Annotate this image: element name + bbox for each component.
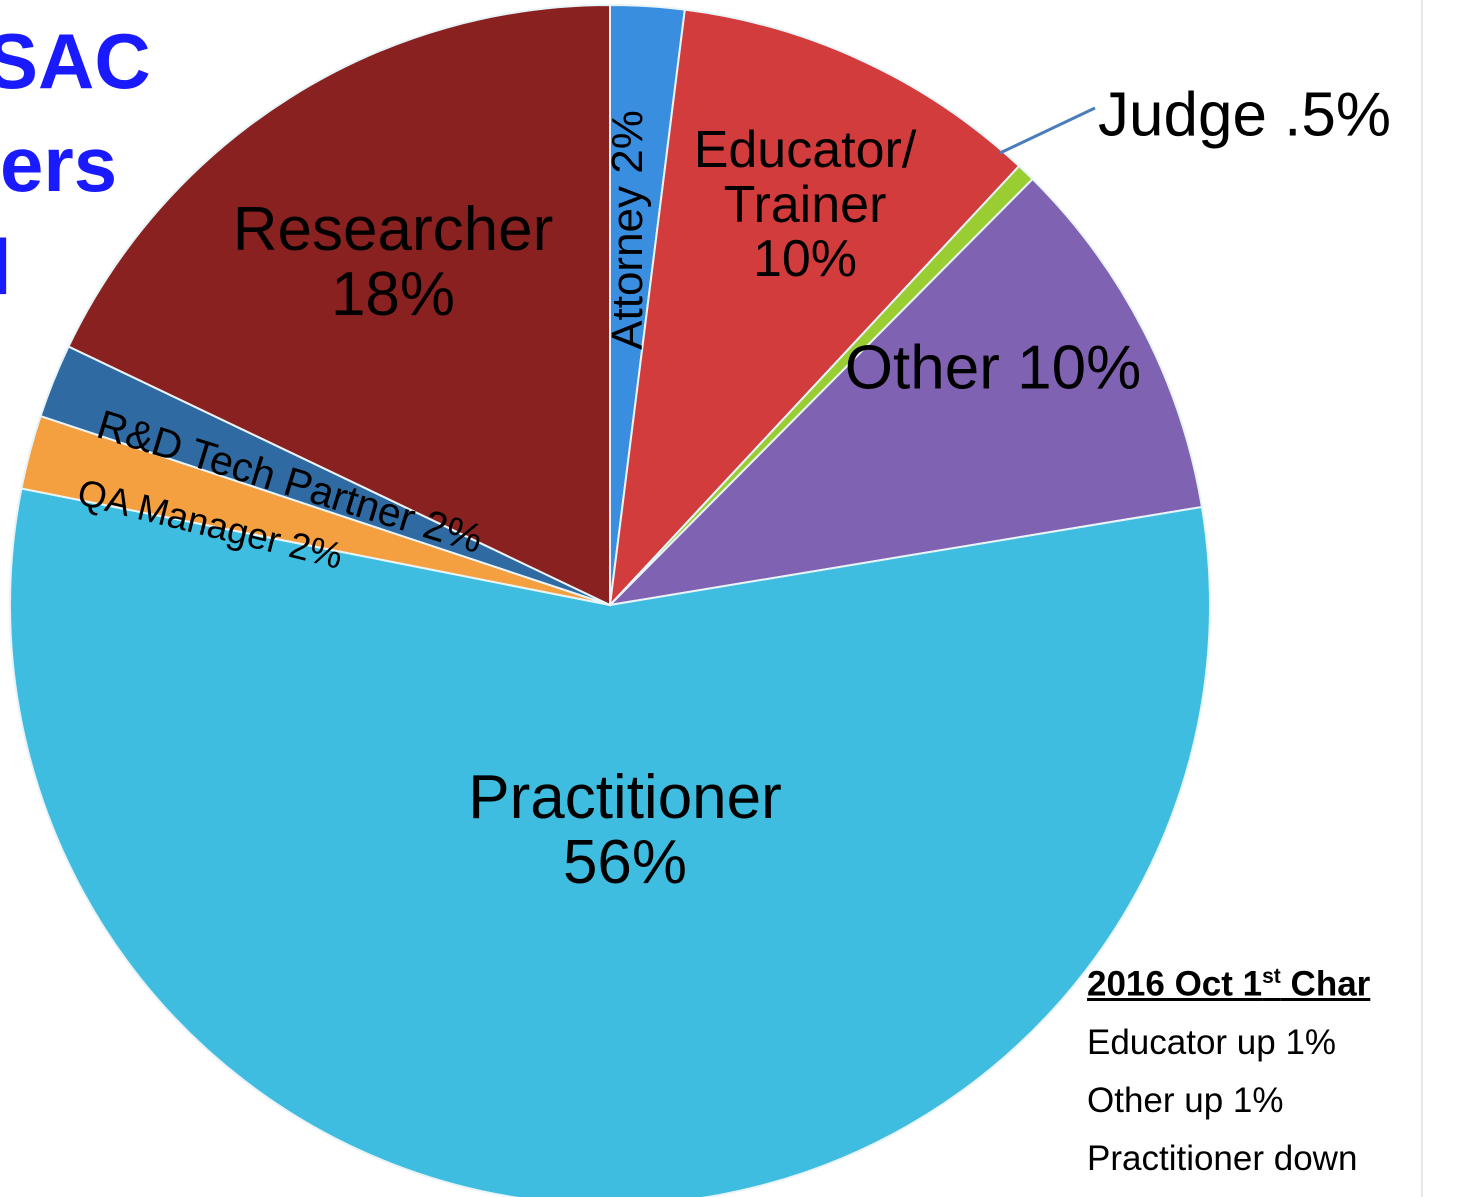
slice-label: Other 10% [845,335,1141,400]
slice-value: 18% [330,260,456,329]
note: Other up 1% [1087,1080,1284,1120]
slice-label: Attorney 2% [602,110,652,350]
pie-slice [608,8,1021,608]
slice-label: Judge .5% [1098,82,1391,147]
notes-heading-part: st [1262,965,1281,988]
notes-heading-part: Char [1280,964,1371,1004]
notes-heading-part: 2016 Oct 1 [1087,964,1263,1004]
pie-slice [9,487,1211,1197]
slice-name: Attorney [602,185,652,350]
notes: 2016 Oct 1st Char Educator up 1% Other u… [1087,948,1370,1197]
slice-name: Educator/ Trainer [693,121,917,234]
note: Practitioner down [1087,1138,1358,1178]
slice-name: Researcher [232,194,554,264]
slice-label: Educator/ Trainer 10% [655,123,955,287]
slice-value: 10% [1017,333,1142,403]
notes-heading: 2016 Oct 1st Char [1087,948,1370,1014]
slice-name: Judge [1098,80,1267,150]
leader-line [999,106,1096,155]
title-line: ers [0,120,118,208]
slice-label: Researcher 18% [233,197,553,327]
slice-value: 10% [752,230,858,289]
slice-value: 56% [562,828,688,897]
note: Educator up 1% [1087,1022,1337,1062]
pie-slice [67,3,611,607]
note: Researcher down [1087,1188,1370,1197]
pie-slice [607,177,1204,607]
slice-label: Practitioner 56% [468,765,782,895]
slice-name: Other [844,333,1000,403]
slice-name: Practitioner [468,762,782,832]
slice-value: 2% [602,110,652,174]
slice-value: .5% [1284,80,1392,150]
title-line: l [0,223,12,311]
title-line: SAC [0,17,151,105]
